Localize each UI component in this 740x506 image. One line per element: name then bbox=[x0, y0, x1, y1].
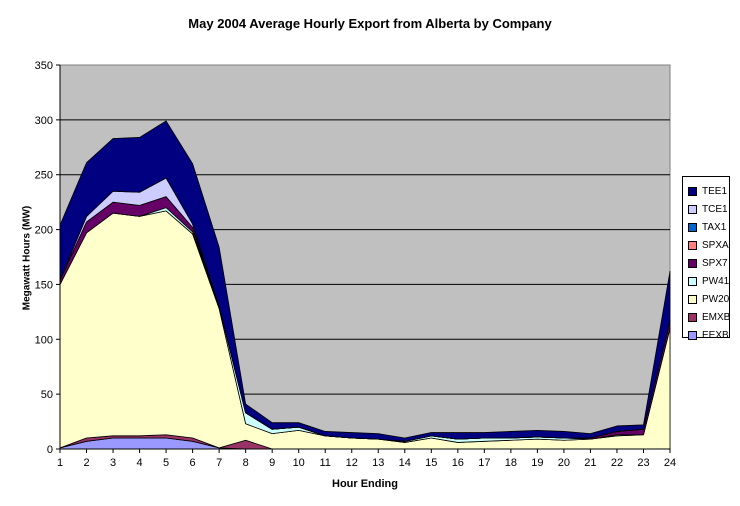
area-tee1 bbox=[59, 120, 671, 442]
x-tick-label: 21 bbox=[584, 457, 596, 469]
x-tick-label: 3 bbox=[110, 457, 116, 469]
y-tick-label: 250 bbox=[35, 170, 53, 182]
y-tick-label: 350 bbox=[35, 60, 53, 72]
y-tick-label: 200 bbox=[35, 225, 53, 237]
y-tick-label: 150 bbox=[35, 279, 53, 291]
chart-title: May 2004 Average Hourly Export from Albe… bbox=[188, 16, 552, 31]
y-tick-label: 300 bbox=[35, 115, 53, 127]
x-tick-label: 2 bbox=[83, 457, 89, 469]
legend-item-tee1: TEE1 bbox=[683, 182, 729, 200]
x-tick-label: 1 bbox=[57, 457, 63, 469]
legend-swatch bbox=[688, 186, 697, 196]
x-tick-label: 19 bbox=[531, 457, 543, 469]
legend-label: TAX1 bbox=[702, 221, 727, 233]
legend-label: PW20 bbox=[702, 293, 730, 305]
legend-swatch bbox=[688, 258, 697, 268]
legend-label: EEXB bbox=[702, 329, 729, 341]
legend: TEE1 TCE1 TAX1 SPXA SPX7 PW41 PW20 EMXB EEXB bbox=[682, 176, 731, 341]
legend-item-eexb: EEXB bbox=[683, 326, 729, 344]
x-tick-label: 6 bbox=[190, 457, 196, 469]
y-tick-label: 100 bbox=[35, 334, 53, 346]
legend-item-spx7: SPX7 bbox=[683, 254, 729, 272]
x-tick-label: 13 bbox=[372, 457, 384, 469]
x-tick-label: 4 bbox=[137, 457, 143, 469]
x-tick-label: 22 bbox=[611, 457, 623, 469]
x-tick-label: 9 bbox=[269, 457, 275, 469]
x-tick-label: 16 bbox=[452, 457, 464, 469]
legend-label: SPXA bbox=[702, 239, 729, 251]
legend-label: PW41 bbox=[702, 275, 730, 287]
legend-swatch bbox=[688, 312, 697, 322]
legend-swatch bbox=[688, 276, 697, 286]
x-tick-label: 24 bbox=[664, 457, 676, 469]
x-tick-label: 17 bbox=[478, 457, 490, 469]
legend-swatch bbox=[688, 240, 697, 250]
x-tick-label: 14 bbox=[399, 457, 411, 469]
legend-label: SPX7 bbox=[702, 257, 728, 269]
legend-item-tax1: TAX1 bbox=[683, 218, 729, 236]
legend-swatch bbox=[688, 204, 697, 214]
x-tick-label: 10 bbox=[293, 457, 305, 469]
legend-label: TEE1 bbox=[702, 185, 728, 197]
y-axis-title: Megawatt Hours (MW) bbox=[21, 205, 33, 311]
legend-label: EMXB bbox=[702, 311, 731, 323]
legend-item-spxa: SPXA bbox=[683, 236, 729, 254]
x-tick-label: 7 bbox=[216, 457, 222, 469]
x-tick-label: 23 bbox=[637, 457, 649, 469]
x-tick-label: 15 bbox=[425, 457, 437, 469]
legend-item-tce1: TCE1 bbox=[683, 200, 729, 218]
legend-swatch bbox=[688, 222, 697, 232]
y-tick-label: 0 bbox=[47, 444, 53, 456]
legend-swatch bbox=[688, 294, 697, 304]
legend-swatch bbox=[688, 330, 697, 340]
y-tick-label: 50 bbox=[41, 389, 53, 401]
legend-item-emxb: EMXB bbox=[683, 308, 731, 326]
x-tick-label: 5 bbox=[163, 457, 169, 469]
x-tick-label: 12 bbox=[346, 457, 358, 469]
x-tick-label: 11 bbox=[320, 457, 331, 469]
legend-label: TCE1 bbox=[702, 203, 728, 215]
x-tick-label: 8 bbox=[243, 457, 249, 469]
legend-item-pw20: PW20 bbox=[683, 290, 729, 308]
legend-item-pw41: PW41 bbox=[683, 272, 729, 290]
x-tick-label: 18 bbox=[505, 457, 517, 469]
x-axis-title: Hour Ending bbox=[332, 478, 398, 490]
x-tick-label: 20 bbox=[558, 457, 570, 469]
